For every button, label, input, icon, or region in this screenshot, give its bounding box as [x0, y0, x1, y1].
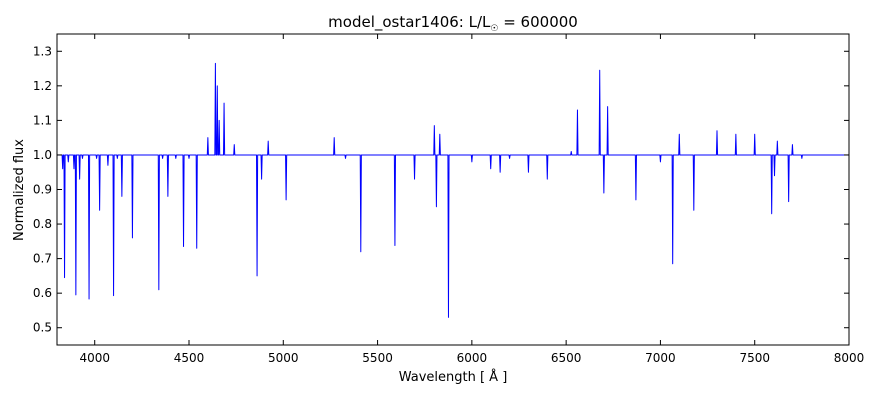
x-tick-label: 4000 — [79, 351, 110, 365]
x-tick-label: 6500 — [551, 351, 582, 365]
x-axis-label: Wavelength [ Å ] — [399, 369, 508, 385]
y-tick-label: 0.7 — [33, 252, 52, 266]
chart-title: model_ostar1406: L/L☉ = 600000 — [328, 13, 578, 34]
y-tick-label: 1.0 — [33, 148, 52, 162]
y-axis-label: Normalized flux — [12, 139, 27, 241]
y-tick-label: 1.2 — [33, 79, 52, 93]
axes-frame — [56, 33, 850, 346]
y-tick-label: 1.3 — [33, 44, 52, 58]
chart-title-suffix: = 600000 — [498, 13, 577, 31]
x-tick-label: 6000 — [457, 351, 488, 365]
plot-area — [57, 62, 849, 318]
x-axis: 4000 4500 5000 5500 6000 6500 7000 7500 8000 — [79, 34, 864, 365]
y-tick-label: 0.5 — [33, 321, 52, 335]
chart-title-sun-symbol: ☉ — [490, 24, 498, 34]
spectrum-series-line — [57, 62, 849, 318]
x-tick-label: 8000 — [834, 351, 865, 365]
x-tick-label: 7000 — [645, 351, 676, 365]
y-tick-label: 0.6 — [33, 286, 52, 300]
y-tick-label: 0.8 — [33, 217, 52, 231]
x-tick-label: 5500 — [362, 351, 393, 365]
x-tick-label: 5000 — [268, 351, 299, 365]
y-axis: 0.5 0.6 0.7 0.8 0.9 1.0 1.1 1.2 1.3 — [33, 44, 849, 335]
x-tick-label: 4500 — [174, 351, 205, 365]
x-tick-label: 7500 — [739, 351, 770, 365]
y-tick-label: 0.9 — [33, 183, 52, 197]
chart-title-main: model_ostar1406: L/L — [328, 13, 491, 32]
y-tick-label: 1.1 — [33, 113, 52, 127]
